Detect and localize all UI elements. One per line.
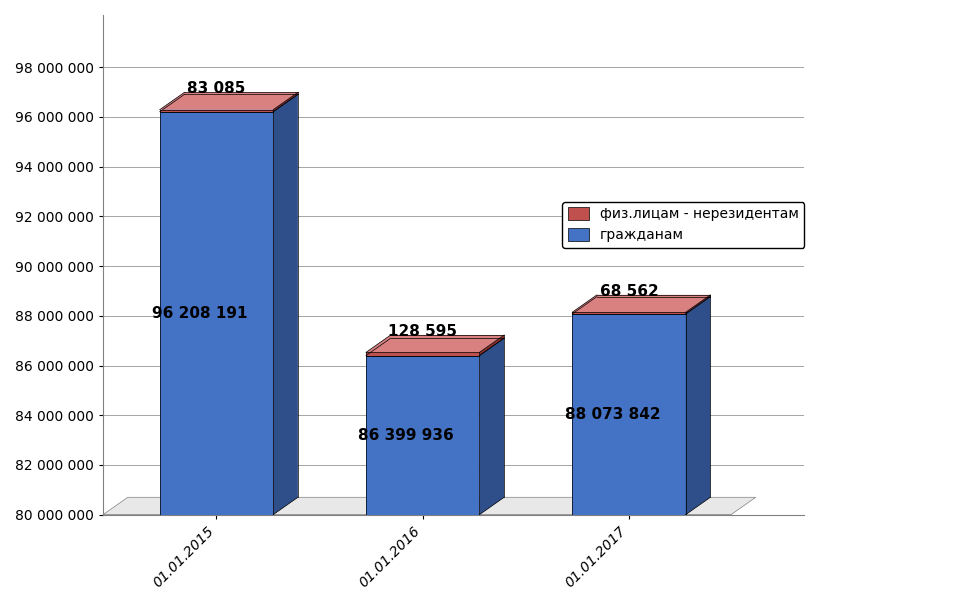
Polygon shape [572, 314, 685, 515]
Text: 96 208 191: 96 208 191 [152, 306, 248, 321]
Text: 86 399 936: 86 399 936 [358, 428, 454, 443]
Polygon shape [572, 312, 685, 314]
Polygon shape [366, 352, 479, 356]
Polygon shape [479, 335, 505, 356]
Polygon shape [160, 94, 298, 112]
Polygon shape [685, 296, 711, 515]
Polygon shape [366, 338, 505, 356]
Polygon shape [103, 497, 755, 515]
Polygon shape [366, 356, 479, 515]
Polygon shape [572, 296, 711, 314]
Polygon shape [273, 93, 298, 112]
Polygon shape [572, 295, 711, 312]
Text: 68 562: 68 562 [599, 284, 658, 299]
Polygon shape [685, 295, 711, 314]
Polygon shape [160, 93, 298, 110]
Polygon shape [366, 335, 505, 352]
Text: 88 073 842: 88 073 842 [564, 407, 660, 422]
Polygon shape [273, 94, 298, 515]
Polygon shape [160, 112, 273, 515]
Text: 128 595: 128 595 [388, 324, 457, 339]
Text: 83 085: 83 085 [187, 81, 246, 96]
Polygon shape [479, 338, 505, 515]
Legend: физ.лицам - нерезидентам, гражданам: физ.лицам - нерезидентам, гражданам [562, 202, 804, 248]
Polygon shape [160, 110, 273, 112]
